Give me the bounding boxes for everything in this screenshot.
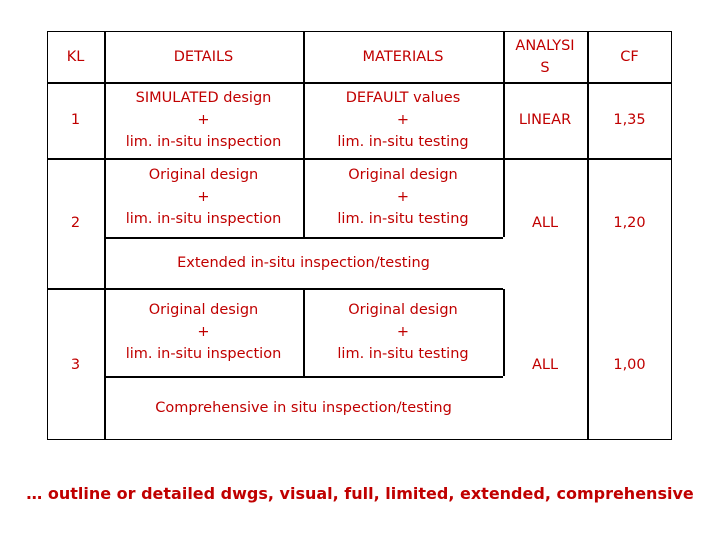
table-divider [104,376,503,378]
row3-details: Original design + lim. in-situ inspectio… [104,296,303,368]
row2-analysis: ALL [531,215,559,231]
materials-line: + [396,324,410,340]
row1-details: SIMULATED design + lim. in-situ inspecti… [104,82,303,158]
row3-analysis: ALL [531,356,559,373]
materials-line: DEFAULT values [345,90,461,106]
details-line: lim. in-situ inspection [125,211,282,227]
row3-materials: Original design + lim. in-situ testing [303,296,503,368]
details-line: Original design [148,167,259,183]
header-analysis-line2: S [540,59,550,76]
materials-line: Original design [348,167,458,183]
materials-line: + [396,112,410,128]
row2-cf: 1,20 [613,215,646,231]
table-divider [587,31,589,440]
table-divider [503,31,505,237]
row2-details: Original design + lim. in-situ inspectio… [104,162,303,232]
row1-analysis: LINEAR [518,112,572,128]
header-kl: KL [66,48,85,65]
row3-kl: 3 [70,356,81,373]
footnote: … outline or detailed dwgs, visual, full… [26,484,694,503]
knowledge-level-table [47,31,672,440]
row2-materials: Original design + lim. in-situ testing [303,162,503,232]
row2-kl: 2 [70,215,81,231]
materials-line: lim. in-situ testing [337,134,469,150]
header-details: DETAILS [173,48,234,65]
table-divider [104,31,106,440]
row3-extra: Comprehensive in situ inspection/testing [155,400,452,416]
row3-cf: 1,00 [613,356,646,373]
row2-extra: Extended in-situ inspection/testing [177,255,430,271]
row1-cf: 1,35 [613,112,646,128]
materials-line: Original design [348,302,458,318]
header-analysis: ANALYSI S [503,31,587,82]
details-line: SIMULATED design [135,90,272,106]
table-divider [503,289,505,376]
row1-kl: 1 [70,112,81,128]
details-line: lim. in-situ inspection [125,134,282,150]
table-divider [47,158,672,160]
details-line: + [197,112,210,128]
materials-line: lim. in-situ testing [337,211,469,227]
table-divider [104,237,503,239]
details-line: Original design [148,302,259,318]
header-materials: MATERIALS [362,48,444,65]
header-cf: CF [620,48,639,65]
details-line: lim. in-situ inspection [125,346,282,362]
row1-materials: DEFAULT values + lim. in-situ testing [303,82,503,158]
details-line: + [197,324,210,340]
table-divider [47,288,503,290]
materials-line: + [396,189,410,205]
table-divider [303,289,305,376]
details-line: + [197,189,210,205]
materials-line: lim. in-situ testing [337,346,469,362]
table-divider [303,31,305,237]
table-divider [47,82,672,84]
header-analysis-line1: ANALYSI [515,37,575,54]
